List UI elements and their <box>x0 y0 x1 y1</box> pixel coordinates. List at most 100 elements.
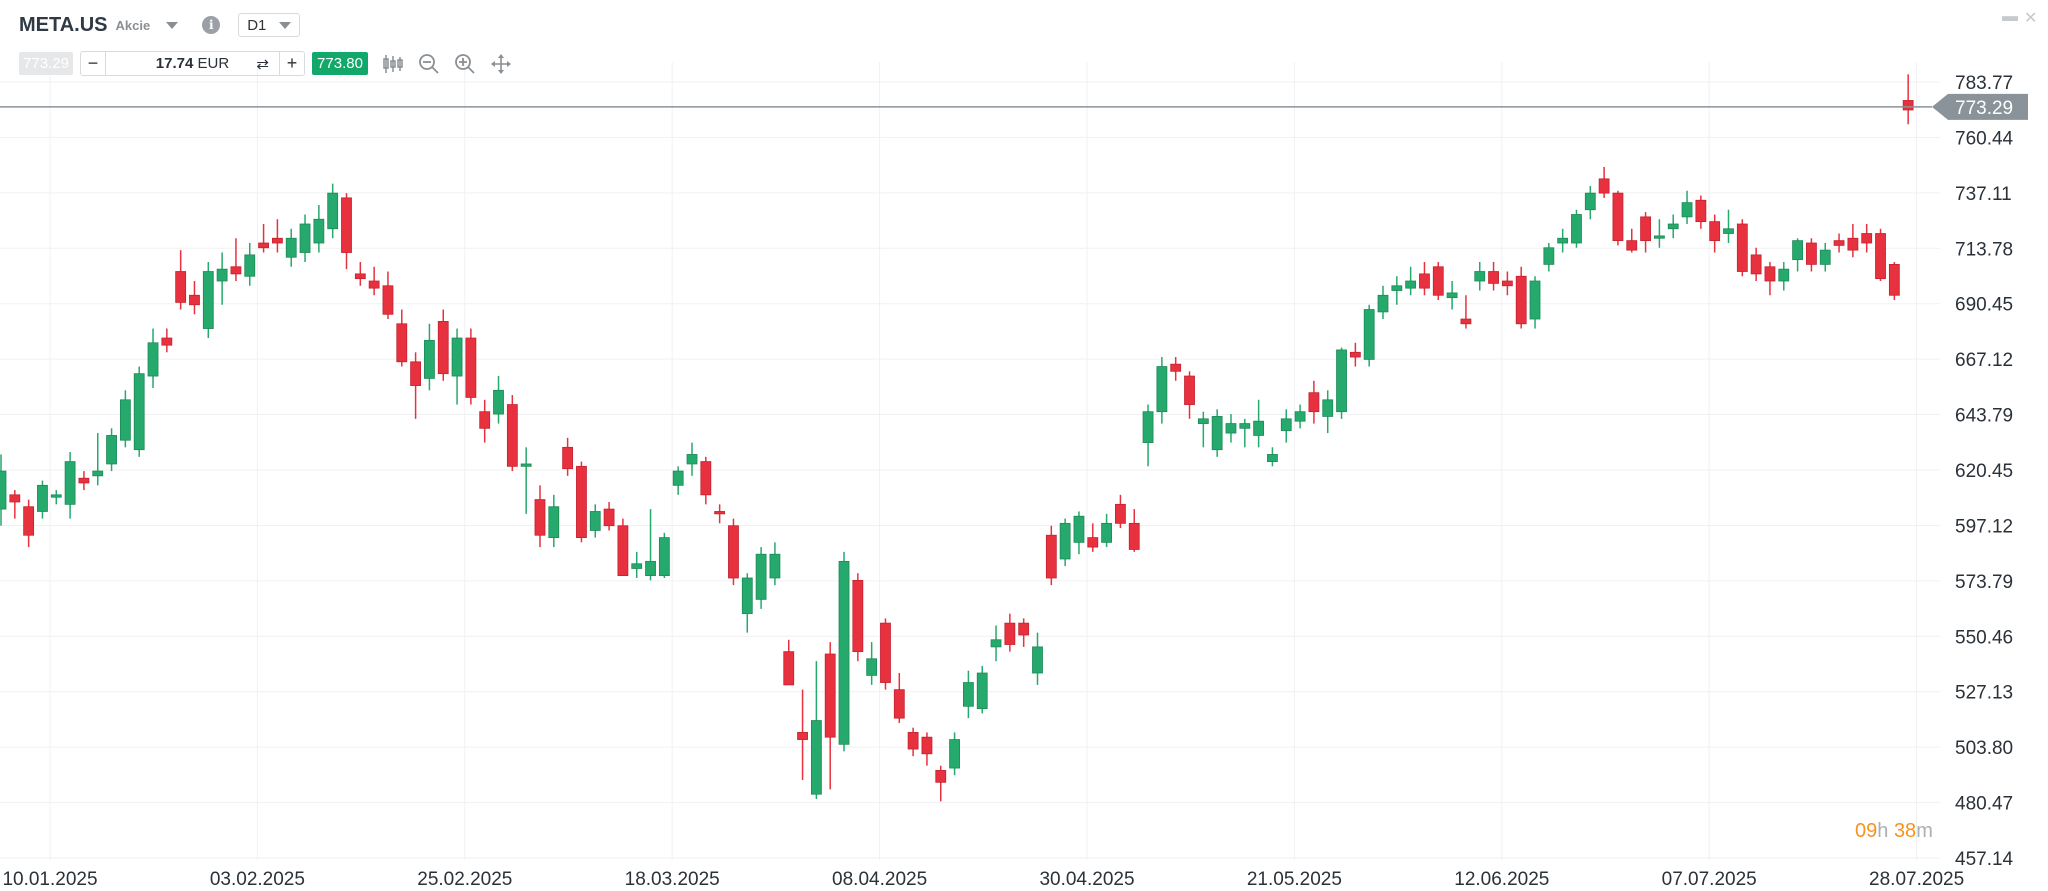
candle-body <box>1446 292 1458 299</box>
symbol-dropdown-icon[interactable] <box>166 21 179 29</box>
candle-body <box>1515 275 1527 325</box>
chevron-down-icon <box>279 21 292 29</box>
swap-icon[interactable]: ⇄ <box>256 55 269 73</box>
candle-body <box>202 271 214 329</box>
candle-body <box>396 323 408 363</box>
candle-body <box>327 192 339 230</box>
timer-minutes: 38 <box>1893 820 1917 842</box>
y-tick-label: 620.45 <box>1955 461 2013 482</box>
zoom-out-icon[interactable] <box>418 53 440 75</box>
y-tick-label: 643.79 <box>1955 406 2013 427</box>
x-tick-label: 18.03.2025 <box>625 869 720 890</box>
candle-body <box>106 435 117 465</box>
candle-body <box>783 651 795 686</box>
candle-body <box>1211 416 1223 451</box>
date-axis: 10.01.2025 03.02.2025 25.02.2025 18.03.2025… <box>2 869 1964 890</box>
candle-body <box>1045 534 1057 579</box>
candle-body <box>589 511 601 531</box>
candle-body <box>1225 423 1237 434</box>
y-tick-label: 597.12 <box>1955 516 2013 537</box>
candle-body <box>1847 237 1859 251</box>
candle-body <box>1598 178 1610 194</box>
move-icon[interactable] <box>490 53 512 75</box>
candle-body <box>810 720 822 795</box>
timeframe-select[interactable]: D1 <box>238 13 301 37</box>
candle-body <box>1239 423 1251 429</box>
candle-body <box>1294 411 1306 422</box>
increase-button[interactable]: + <box>286 53 298 73</box>
candle-body <box>520 463 532 467</box>
info-icon[interactable]: i <box>202 16 221 34</box>
candle-body <box>368 280 380 289</box>
candle-body <box>285 237 297 258</box>
candlestick-type-icon[interactable] <box>382 53 404 75</box>
candle-body <box>437 321 449 375</box>
candle-body <box>1819 249 1831 265</box>
candle-body <box>976 672 988 710</box>
y-tick-label: 527.13 <box>1955 683 2013 704</box>
candle-body <box>1833 240 1845 246</box>
candle-body <box>728 525 739 579</box>
candle-body <box>189 294 200 306</box>
candles <box>0 74 1914 802</box>
y-tick-label: 503.80 <box>1955 738 2013 759</box>
candle-body <box>1543 247 1555 265</box>
candle-body <box>534 499 546 536</box>
candle-body <box>548 506 560 539</box>
quantity-value: 17.74 <box>155 55 194 72</box>
candle-body <box>1115 503 1126 524</box>
candle-body <box>658 537 670 577</box>
candle-body <box>230 266 242 275</box>
candle-body <box>1764 266 1776 282</box>
buy-button[interactable]: 773.80 <box>312 52 368 75</box>
y-tick-label: 573.79 <box>1955 572 2013 593</box>
instrument-type: Akcie <box>115 17 151 33</box>
x-tick-label: 25.02.2025 <box>417 869 512 890</box>
candle-body <box>686 454 698 465</box>
x-tick-label: 12.06.2025 <box>1454 869 1549 890</box>
candle-body <box>921 736 933 755</box>
candle-body <box>562 446 574 470</box>
candle-body <box>1488 271 1499 284</box>
candle-body <box>700 461 712 496</box>
candle-body <box>64 461 76 505</box>
candle-body <box>1391 285 1403 291</box>
zoom-in-icon[interactable] <box>454 53 476 75</box>
candle-body <box>1432 266 1444 296</box>
sell-button[interactable]: 773.29 <box>19 52 73 75</box>
candle-body <box>1806 242 1817 265</box>
candle-body <box>1529 280 1541 320</box>
candle-body <box>1363 309 1375 360</box>
candle-body <box>1101 522 1112 543</box>
candle-body <box>23 506 35 536</box>
minimize-icon[interactable]: ▬ <box>2002 8 2018 25</box>
candle-body <box>1695 199 1707 223</box>
quantity-field[interactable]: 17.74 EUR ⇄ <box>105 52 280 75</box>
candle-body <box>797 732 808 740</box>
candle-body <box>465 337 477 398</box>
y-tick-label: 783.77 <box>1955 73 2013 94</box>
candle-body <box>866 658 878 676</box>
candle-body <box>1349 351 1361 358</box>
candle-body <box>1336 349 1347 413</box>
candle-body <box>479 411 491 429</box>
candle-body <box>990 639 1002 648</box>
candle-body <box>1419 273 1430 289</box>
y-tick-label: 713.78 <box>1955 239 2013 260</box>
candle-body <box>1750 254 1762 275</box>
candle-body <box>1736 223 1748 272</box>
quantity-stepper[interactable]: − 17.74 EUR ⇄ + <box>80 51 305 76</box>
candle-body <box>0 470 7 510</box>
decrease-button[interactable]: − <box>87 53 99 73</box>
candle-body <box>949 739 960 769</box>
candle-body <box>1723 228 1734 234</box>
candle-body <box>493 389 504 415</box>
candle-body <box>244 254 256 277</box>
timer-h: h <box>1877 820 1889 842</box>
close-icon[interactable]: ✕ <box>2024 10 2038 27</box>
symbol: META.US <box>19 13 108 36</box>
candle-body <box>1474 271 1486 282</box>
candle-body <box>1584 192 1596 211</box>
y-tick-label: 690.45 <box>1955 295 2013 316</box>
